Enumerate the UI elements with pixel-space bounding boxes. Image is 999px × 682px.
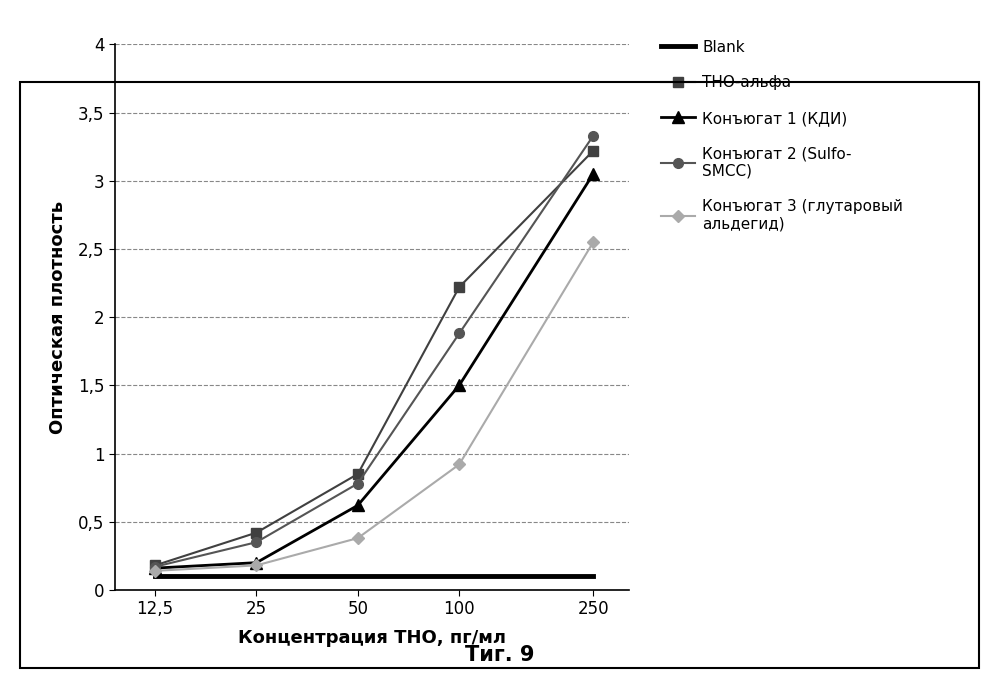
Blank [454,572,466,580]
Line: Конъюгат 2 (Sulfo-
SMCC): Конъюгат 2 (Sulfo- SMCC) [150,131,598,572]
ΤНО-альфа [251,529,263,537]
Конъюгат 1 (КДИ) [587,170,599,178]
Конъюгат 1 (КДИ) [352,501,364,509]
Конъюгат 1 (КДИ) [251,559,263,567]
Text: Τиг. 9: Τиг. 9 [465,644,534,665]
X-axis label: Концентрация ΤНО, пг/мл: Концентрация ΤНО, пг/мл [238,629,506,647]
Конъюгат 2 (Sulfo-
SMCC) [149,563,161,571]
Конъюгат 3 (глутаровый
альдегид) [149,567,161,575]
Конъюгат 3 (глутаровый
альдегид) [587,238,599,246]
Blank [251,572,263,580]
ΤНО-альфа [454,283,466,291]
Конъюгат 2 (Sulfo-
SMCC) [251,538,263,546]
Конъюгат 3 (глутаровый
альдегид) [454,460,466,469]
Blank [149,572,161,580]
Line: Конъюгат 3 (глутаровый
альдегид): Конъюгат 3 (глутаровый альдегид) [151,238,597,575]
Конъюгат 3 (глутаровый
альдегид) [352,534,364,542]
Конъюгат 1 (КДИ) [149,564,161,572]
Конъюгат 1 (КДИ) [454,381,466,389]
Конъюгат 2 (Sulfo-
SMCC) [352,479,364,488]
Конъюгат 2 (Sulfo-
SMCC) [587,132,599,140]
Y-axis label: Оптическая плотность: Оптическая плотность [49,201,67,434]
Legend: Blank, ΤНО-альфа, Конъюгат 1 (КДИ), Конъюгат 2 (Sulfo-
SMCC), Конъюгат 3 (глутар: Blank, ΤНО-альфа, Конъюгат 1 (КДИ), Конъ… [655,33,909,238]
Line: Конъюгат 1 (КДИ): Конъюгат 1 (КДИ) [150,168,598,574]
ΤНО-альфа [587,147,599,155]
ΤНО-альфа [149,561,161,569]
Blank [587,572,599,580]
ΤНО-альфа [352,470,364,478]
Конъюгат 3 (глутаровый
альдегид) [251,561,263,569]
Конъюгат 2 (Sulfo-
SMCC) [454,329,466,338]
Blank [352,572,364,580]
Line: ΤНО-альфа: ΤНО-альфа [150,146,598,570]
